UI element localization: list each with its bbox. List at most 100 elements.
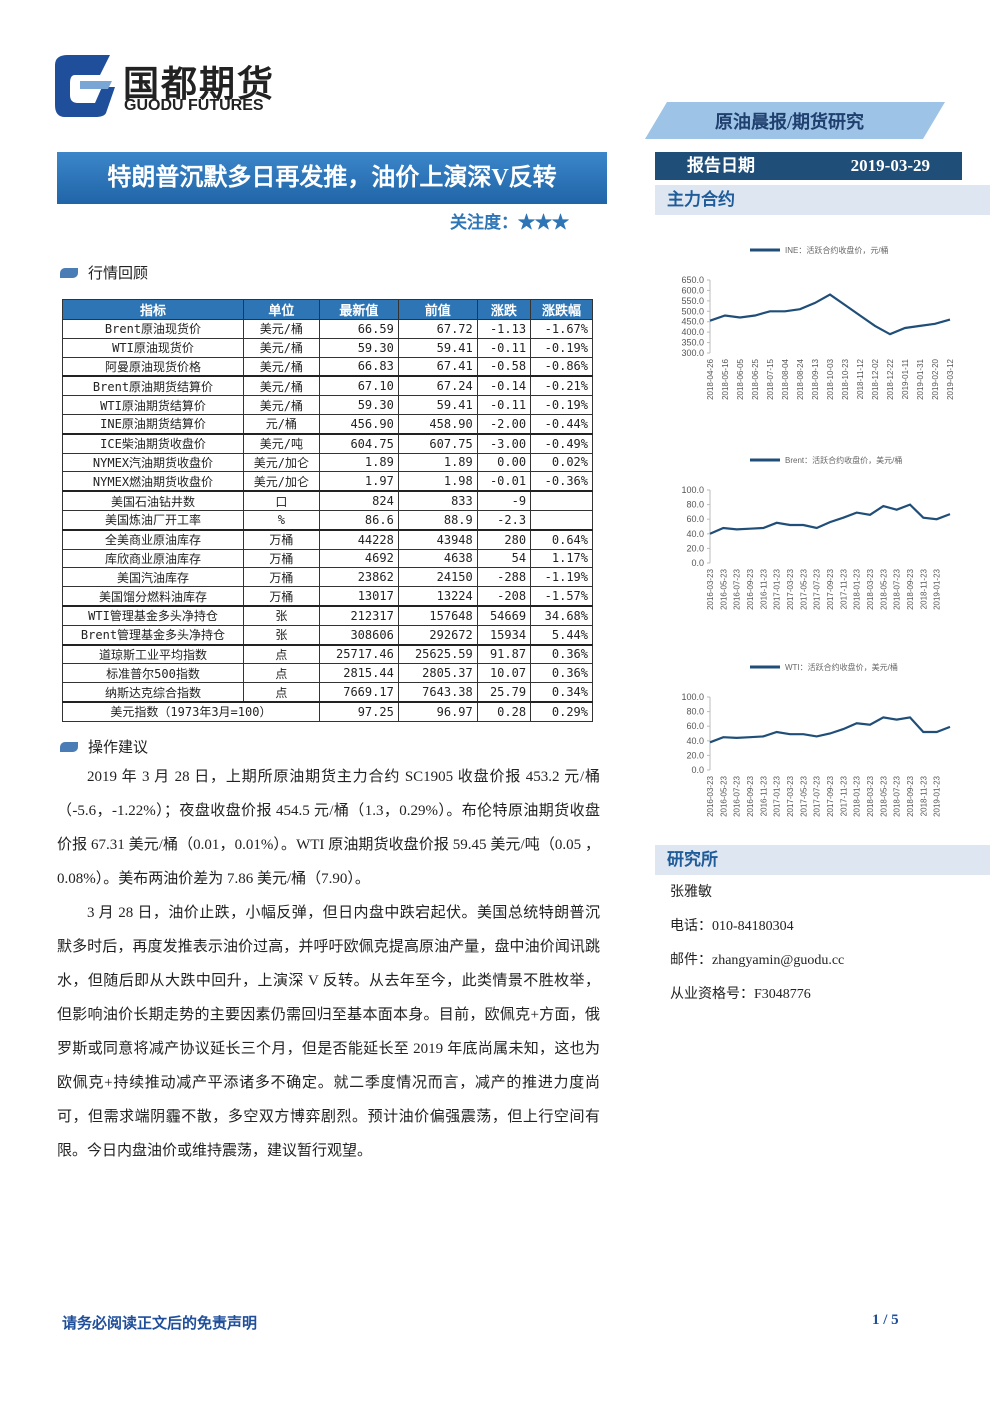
table-cell: 美元/桶 [242,395,320,415]
table-cell: 0.29% [530,700,593,722]
legend-label: WTI：活跃合约收盘价，美元/桶 [785,662,898,672]
legend-label: Brent：活跃合约收盘价，美元/桶 [785,455,902,465]
body: 2019 年 3 月 28 日，上期所原油期货主力合约 SC1905 收盘价报 … [57,760,600,1168]
table-cell: -208 [476,586,532,607]
table-cell: 美元/桶 [242,337,320,358]
table-cell: NYMEX汽油期货收盘价 [62,452,244,473]
report-title: 特朗普沉默多日再发推，油价上演深V反转 [57,152,607,204]
x-tick-label: 2017-05-23 [799,568,808,609]
table-cell: WTI管理基金多头净持仓 [62,604,244,626]
table-cell: 66.83 [318,356,399,377]
table-row: Brent原油现货价 美元/桶 66.59 67.72 -1.13 -1.67% [62,319,593,339]
table-cell: 万桶 [242,548,320,569]
y-tick-label: 0.0 [691,558,704,568]
table-row: WTI原油现货价 美元/桶 59.30 59.41 -0.11 -0.19% [62,337,593,358]
table-cell: 67.10 [318,375,399,397]
table-cell [530,509,593,531]
table-cell: 0.36% [530,643,593,665]
table-cell: 23862 [318,567,399,588]
table-cell: 1.17% [530,548,593,569]
table-cell: 67.72 [397,319,478,339]
table-cell: 1.97 [318,471,399,492]
x-tick-label: 2017-09-23 [826,568,835,609]
table-cell: 点 [242,643,320,665]
x-tick-label: 2019-01-11 [901,358,910,399]
y-tick-label: 100.0 [681,485,704,495]
institute-heading: 研究所 [655,845,990,875]
section-icon [60,741,78,752]
table-cell: 59.41 [397,337,478,358]
x-tick-label: 2016-07-23 [733,775,742,816]
table-cell: -0.86% [530,356,593,377]
x-tick-label: 2017-05-23 [799,775,808,816]
table-cell: 86.6 [318,509,399,531]
x-tick-label: 2018-07-23 [893,775,902,816]
table-cell: 13017 [318,586,399,607]
table-cell: 4692 [318,548,399,569]
x-tick-label: 2016-09-23 [746,568,755,609]
x-tick-label: 2018-07-23 [893,568,902,609]
table-cell: 4638 [397,548,478,569]
table-cell: 96.97 [397,700,478,722]
table-cell [530,490,593,511]
table-cell: 97.25 [318,700,399,722]
table-cell: 元/桶 [242,413,320,435]
table-cell: -3.00 [476,432,532,454]
x-tick-label: 2017-09-23 [826,775,835,816]
x-tick-label: 2017-01-23 [773,568,782,609]
table-cell: -0.19% [530,395,593,415]
table-cell: ICE柴油期货收盘价 [62,432,244,454]
y-tick-label: 350.0 [681,338,704,348]
table-cell: -0.01 [476,471,532,492]
page-number: 1 / 5 [872,1312,899,1328]
table-cell: 157648 [397,604,478,626]
price-line [709,293,951,336]
y-tick-label: 40.0 [686,529,704,539]
table-cell: 标准普尔500指数 [62,663,244,684]
x-tick-label: 2018-09-13 [811,358,820,399]
table-cell: 67.41 [397,356,478,377]
x-tick-label: 2017-03-23 [786,775,795,816]
price-line [709,716,951,744]
contracts-heading: 主力合约 [655,185,990,215]
attention-label: 关注度： [450,213,518,232]
x-tick-label: 2018-05-16 [721,358,730,399]
table-cell: -1.19% [530,567,593,588]
table-cell: 212317 [318,604,399,626]
table-cell: % [242,509,320,531]
table-cell: 833 [397,490,478,511]
table-row: 美国馏分燃料油库存 万桶 13017 13224 -208 -1.57% [62,586,593,607]
table-cell: -0.11 [476,395,532,415]
table-cell: 美国汽油库存 [62,567,244,588]
table-cell: -0.36% [530,471,593,492]
table-cell: 口 [242,490,320,511]
table-cell: -1.67% [530,319,593,339]
price-line [709,503,951,535]
y-tick-label: 60.0 [686,514,704,524]
table-cell: 美元/加仑 [242,452,320,473]
table-row: 美国汽油库存 万桶 23862 24150 -288 -1.19% [62,567,593,588]
y-tick-label: 80.0 [686,707,704,717]
table-cell: 全美商业原油库存 [62,528,244,550]
table-row: NYMEX燃油期货收盘价 美元/加仑 1.97 1.98 -0.01 -0.36% [62,471,593,492]
table-cell: 54 [476,548,532,569]
table-row: 美国炼油厂开工率% 86.6 88.9 -2.3 [62,509,593,531]
date-bar: 报告日期 2019-03-29 [655,152,962,180]
table-cell: 44228 [318,528,399,550]
table-row: 美国石油钻井数口 824 833 -9 [62,490,593,511]
header-row: 指标 单位 最新值 前值 涨跌 涨跌幅 [62,299,593,320]
email: 邮件：zhangyamin@guodu.cc [670,953,845,968]
table-cell: -0.49% [530,432,593,454]
x-tick-label: 2016-09-23 [746,775,755,816]
table-cell: 25717.46 [318,643,399,665]
table-cell: 万桶 [242,567,320,588]
attention: 关注度：★★★ [450,208,569,233]
table-cell: 292672 [397,624,478,646]
table-cell: 道琼斯工业平均指数 [62,643,244,665]
table-cell: Brent原油现货价 [62,319,244,339]
table-cell: 1.98 [397,471,478,492]
attention-stars: ★★★ [518,213,569,232]
table-cell: 张 [242,604,320,626]
table-row: ICE柴油期货收盘价 美元/吨 604.75 607.75 -3.00 -0.49% [62,432,593,454]
x-tick-label: 2018-09-23 [906,775,915,816]
